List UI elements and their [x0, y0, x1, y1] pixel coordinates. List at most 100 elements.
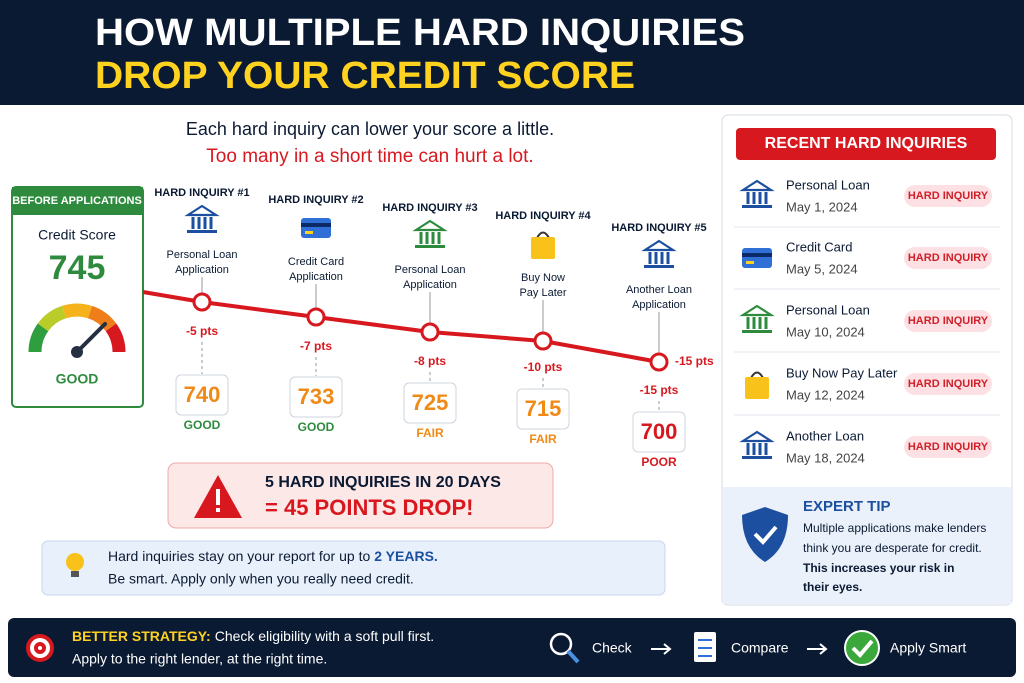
apply-icon [851, 639, 874, 658]
recent-name: Credit Card [786, 239, 852, 254]
score-box [289, 376, 343, 418]
alert-line-2: = 45 POINTS DROP! [265, 495, 473, 520]
icon-shape [301, 223, 331, 227]
gauge-segment [105, 323, 126, 353]
step-arrow [663, 643, 672, 655]
before-rating: GOOD [56, 371, 99, 387]
icon-shape [752, 443, 756, 455]
inquiry-name: Another Loan [626, 284, 692, 296]
check-icon [549, 632, 573, 656]
recent-panel [721, 114, 1013, 606]
icon-shape [742, 205, 772, 208]
intro-line-2: Too many in a short time can hurt a lot. [206, 146, 533, 167]
recent-tag [904, 247, 992, 269]
icon-shape [742, 456, 772, 459]
points-drop: -8 pts [414, 354, 446, 368]
points-drop: -10 pts [524, 360, 563, 374]
icon-shape [758, 192, 762, 204]
recent-name: Buy Now Pay Later [786, 365, 898, 380]
icon-shape [746, 261, 754, 264]
score-box [403, 382, 457, 424]
alert-icon-mark [216, 508, 220, 512]
info-highlight: 2 YEARS. [374, 548, 438, 564]
recent-date: May 18, 2024 [786, 450, 865, 465]
icon-shape [419, 232, 423, 244]
timeline-point [649, 352, 669, 372]
inquiry-name: Application [403, 279, 457, 291]
tip-bold: This increases your risk in [803, 561, 954, 575]
gauge-segment [62, 303, 92, 319]
icon-shape [209, 217, 213, 229]
icon-shape [431, 232, 435, 244]
strategy-step: Check [592, 640, 633, 656]
inquiry-name: Application [175, 264, 229, 276]
alert-line-1: 5 HARD INQUIRIES IN 20 DAYS [265, 474, 501, 491]
points-drop: -15 pts [640, 383, 679, 397]
icon-shape [746, 192, 750, 204]
bank-icon [184, 204, 220, 233]
icon-shape [764, 443, 768, 455]
gauge-segment [87, 305, 117, 332]
bag-icon [531, 231, 555, 259]
points-drop: -5 pts [186, 324, 218, 338]
icon-shape [666, 252, 670, 264]
bulb-icon [66, 553, 84, 571]
check-icon [566, 649, 580, 664]
before-label: BEFORE APPLICATIONS [12, 195, 142, 207]
target-icon [38, 646, 42, 650]
icon-shape [305, 231, 313, 234]
icon-shape [660, 252, 664, 264]
score-rating: FAIR [529, 432, 557, 446]
info-text: Hard inquiries stay on your report for u… [108, 548, 370, 564]
icon-shape [742, 330, 772, 333]
icon-shape [641, 239, 677, 252]
strategy-bar [8, 618, 1016, 677]
recent-name: Another Loan [786, 428, 864, 443]
inquiry-label: HARD INQUIRY #4 [495, 210, 591, 222]
icon-shape [746, 317, 750, 329]
icon-shape [758, 317, 762, 329]
alert-icon-mark [216, 489, 220, 505]
recent-date: May 12, 2024 [786, 387, 865, 402]
tip-bold: their eyes. [803, 580, 862, 594]
recent-header [736, 128, 996, 160]
icon-shape [536, 231, 550, 239]
gauge-segment [28, 323, 49, 353]
icon-shape [742, 253, 772, 257]
header-bar [0, 0, 1024, 105]
gauge-needle [75, 322, 107, 354]
recent-name: Personal Loan [786, 302, 870, 317]
recent-tag-text: HARD INQUIRY [908, 441, 989, 453]
inquiry-label: HARD INQUIRY #3 [382, 202, 477, 214]
bulb-icon [71, 571, 79, 577]
title-line-1: HOW MULTIPLE HARD INQUIRIES [95, 12, 745, 54]
title-line-2: DROP YOUR CREDIT SCORE [95, 55, 635, 97]
score-rating: FAIR [416, 426, 444, 440]
icon-shape [531, 237, 555, 259]
score-value: 700 [641, 419, 678, 444]
icon-shape [644, 265, 674, 268]
icon-shape [437, 232, 441, 244]
inquiry-name: Credit Card [288, 256, 344, 268]
bank-icon [739, 304, 775, 333]
strategy-label: BETTER STRATEGY: [72, 628, 211, 644]
score-box [632, 411, 686, 453]
timeline-point [192, 292, 212, 312]
icon-shape [764, 192, 768, 204]
score-box [516, 388, 570, 430]
shield-icon [742, 507, 788, 562]
icon-shape [184, 204, 220, 217]
recent-tag [904, 373, 992, 395]
points-drop: -7 pts [300, 339, 332, 353]
icon-shape [197, 217, 201, 229]
bag-icon [745, 371, 769, 399]
strategy-step: Apply Smart [890, 640, 966, 656]
recent-tag-text: HARD INQUIRY [908, 190, 989, 202]
strategy-line-2: Apply to the right lender, at the right … [72, 651, 327, 667]
score-rating: GOOD [184, 418, 221, 432]
inquiry-name: Application [289, 271, 343, 283]
bank-icon [412, 219, 448, 248]
timeline-line [142, 290, 660, 364]
intro-line-1: Each hard inquiry can lower your score a… [186, 119, 554, 139]
icon-shape [746, 443, 750, 455]
